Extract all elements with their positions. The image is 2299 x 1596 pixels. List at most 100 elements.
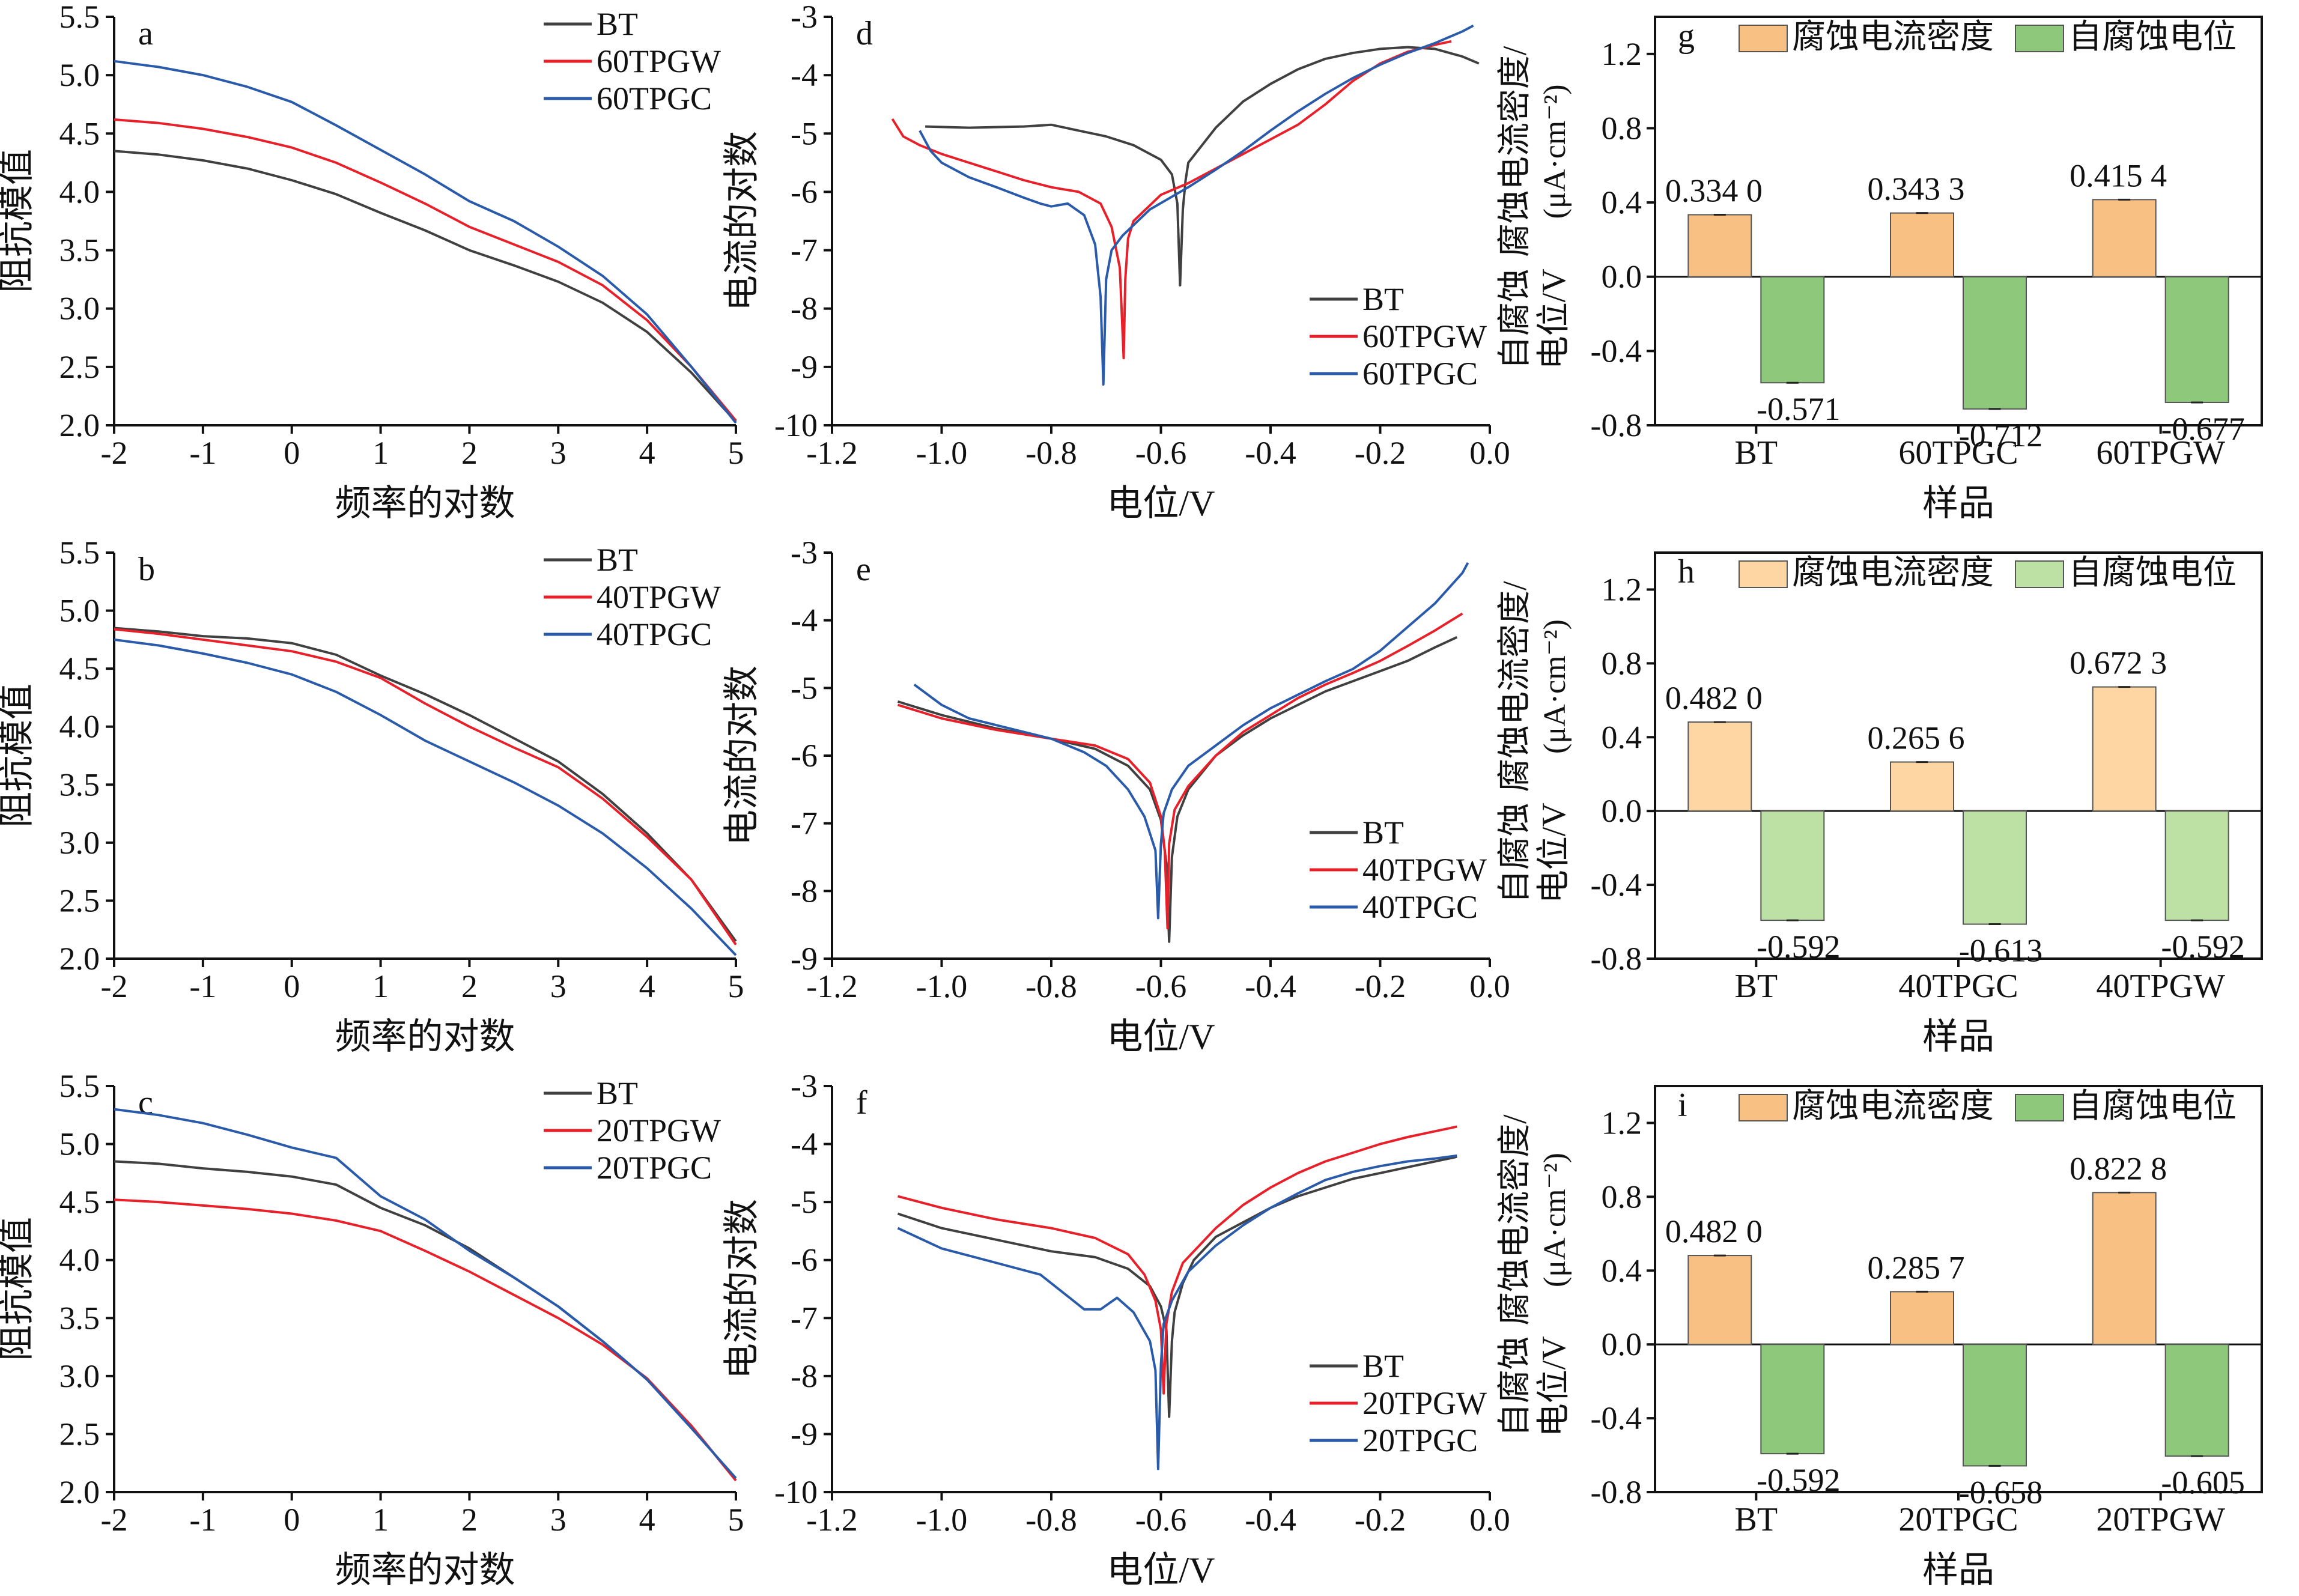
x-tick-label: -0.6 (1135, 968, 1186, 1004)
panel-letter: i (1678, 1087, 1687, 1124)
x-axis-label: 频率的对数 (335, 484, 515, 523)
y-tick-label: -3 (791, 535, 818, 571)
x-tick-label: 5 (728, 968, 744, 1004)
y-tick-label: -3 (791, 1068, 818, 1104)
x-tick-label: 0.0 (1469, 968, 1510, 1004)
bar-value-label: 0.334 0 (1665, 172, 1763, 208)
bar-value-label: 0.482 0 (1665, 1213, 1763, 1249)
y-axis-label: 阻抗模值 (0, 149, 37, 293)
panel-letter: a (138, 15, 153, 52)
y-tick-label: 2.0 (59, 941, 100, 977)
x-tick-label: 0.0 (1469, 1502, 1510, 1538)
y-tick-label: -6 (791, 1242, 818, 1278)
bar-自腐蚀电位 (2164, 276, 2229, 403)
y-tick-label: -0.8 (1591, 1474, 1642, 1510)
series-line-20TPGC (897, 1154, 1457, 1470)
bar-value-label: -0.605 (2161, 1464, 2244, 1500)
x-tick-label: 60TPGC (1898, 434, 2018, 472)
y-tick-label: 4.5 (59, 115, 100, 151)
legend-label: 20TPGC (597, 1150, 712, 1186)
legend-label: 自腐蚀电位 (2068, 19, 2237, 56)
y-tick-label: -5 (791, 1184, 818, 1220)
y-tick-label: 1.2 (1602, 1105, 1642, 1141)
legend-swatch (1739, 25, 1788, 52)
series-line-BT (925, 46, 1480, 287)
x-tick-label: -1 (189, 435, 216, 471)
bar-自腐蚀电位 (1760, 276, 1825, 384)
series-line-20TPGW (114, 1198, 737, 1481)
panel-f: -1.2 -1.0 -0.8 -0.6 -0.4 -0.2 0.0 -10 -9 -8 -7 -6 -5… (722, 1068, 1510, 1590)
bar-腐蚀电流密度 (1687, 1255, 1752, 1346)
bar-自腐蚀电位 (1963, 810, 2027, 925)
y-axis-label-bottom: 自腐蚀 (1496, 803, 1534, 903)
y-axis-label: 阻抗模值 (0, 1217, 37, 1361)
legend-label: 40TPGC (597, 616, 712, 652)
y-tick-label: -0.4 (1591, 867, 1642, 903)
y-tick-label: 2.5 (59, 349, 100, 385)
x-tick-label: 20TPGC (1898, 1501, 2018, 1538)
y-tick-label: 4.0 (59, 174, 100, 210)
y-tick-label: 3.0 (59, 825, 100, 861)
legend-label: 60TPGC (597, 80, 712, 117)
series-line-BT (897, 1155, 1457, 1418)
panel-c: -2 -1 0 1 2 3 4 5 2.0 2.5 3.0 3.5 4.0 4.5 5.0 5.5 频率的对数 阻… (0, 1068, 744, 1590)
legend-label: BT (597, 1075, 638, 1111)
x-tick-label: BT (1735, 1501, 1778, 1538)
bar-value-label: -0.592 (1757, 929, 1840, 965)
x-axis-label: 电位/V (1107, 1017, 1215, 1057)
series-line-40TPGC (913, 562, 1469, 920)
x-tick-label: 20TPGW (2096, 1501, 2225, 1538)
panel-a: -2 -1 0 1 2 3 4 5 2.0 2.5 3.0 3.5 4.0 4.5 5.0 5.5 频率的对数 阻… (0, 0, 744, 523)
x-tick-label: 4 (639, 968, 655, 1004)
bar-腐蚀电流密度 (1890, 761, 1954, 812)
y-tick-label: -5 (791, 670, 818, 706)
x-tick-label: -1 (189, 1502, 216, 1538)
bar-自腐蚀电位 (1963, 1344, 2027, 1467)
x-tick-label: -0.4 (1245, 968, 1296, 1004)
panel-letter: b (138, 551, 155, 588)
y-tick-label: 0.4 (1602, 1252, 1642, 1288)
y-tick-label: 5.5 (59, 0, 100, 35)
x-tick-label: 2 (461, 968, 478, 1004)
bar-value-label: 0.822 8 (2070, 1150, 2167, 1186)
x-tick-label: -0.8 (1025, 1502, 1077, 1538)
y-tick-label: 3.5 (59, 766, 100, 803)
y-tick-label: 4.0 (59, 709, 100, 745)
y-axis-label-top: 腐蚀电流密度/ (1496, 1114, 1534, 1326)
y-tick-label: 4.5 (59, 651, 100, 687)
legend-label: 20TPGW (1362, 1385, 1487, 1421)
legend-label: BT (1362, 1348, 1404, 1384)
series-line-40TPGW (114, 628, 737, 945)
panel-letter: h (1678, 553, 1695, 590)
y-tick-label: -0.8 (1591, 941, 1642, 977)
bar-腐蚀电流密度 (2092, 1192, 2157, 1346)
bar-自腐蚀电位 (1760, 810, 1825, 921)
y-axis-label-unit: (μA·cm⁻²) (1538, 619, 1572, 754)
x-tick-label: -1.0 (916, 968, 967, 1004)
panel-b: -2 -1 0 1 2 3 4 5 2.0 2.5 3.0 3.5 4.0 4.5 5.0 5.5 频率的对数 阻… (0, 535, 744, 1057)
series-line-BT (114, 627, 737, 942)
bar-value-label: 0.482 0 (1665, 680, 1763, 716)
y-tick-label: -7 (791, 232, 818, 269)
x-tick-label: -0.2 (1355, 1502, 1406, 1538)
bar-value-label: -0.592 (2161, 929, 2244, 965)
y-axis-label-bottom: 自腐蚀 (1496, 269, 1534, 369)
y-tick-label: -0.8 (1591, 407, 1642, 443)
y-tick-label: 5.5 (59, 535, 100, 571)
x-axis-label: 样品 (1922, 1550, 1994, 1590)
x-tick-label: 1 (372, 435, 389, 471)
x-tick-label: -1 (189, 968, 216, 1004)
x-tick-label: -1.2 (806, 1502, 857, 1538)
y-tick-label: 5.0 (59, 1126, 100, 1162)
bar-腐蚀电流密度 (1687, 214, 1752, 278)
series-line-20TPGC (114, 1108, 737, 1479)
x-axis-label: 频率的对数 (335, 1017, 515, 1057)
y-axis-label: 电流的对数 (722, 131, 762, 311)
legend-label: 60TPGC (1362, 356, 1478, 392)
legend-label: 60TPGW (597, 43, 721, 79)
bar-腐蚀电流密度 (2092, 686, 2157, 812)
y-tick-label: 1.2 (1602, 36, 1642, 72)
bar-value-label: -0.658 (1959, 1474, 2042, 1510)
y-axis-label: 阻抗模值 (0, 684, 37, 828)
